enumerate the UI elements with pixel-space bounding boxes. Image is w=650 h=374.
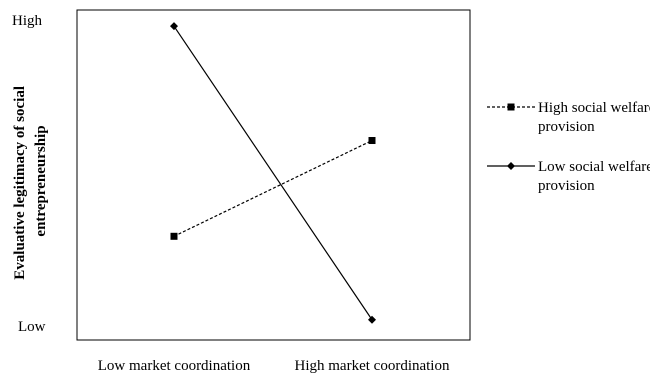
legend-label-low-welfare-line-2: provision xyxy=(538,178,595,194)
legend-label-high-welfare-line-1: High social welfare xyxy=(538,100,650,116)
y-tick-label-high: High xyxy=(12,13,43,29)
data-point-high-welfare-low-market xyxy=(170,232,178,240)
series-line-low-welfare xyxy=(173,25,373,321)
legend-label-low-welfare-line-1: Low social welfare xyxy=(538,159,650,175)
y-tick-label-low: Low xyxy=(18,319,46,335)
legend-item-low-welfare: Low social welfare provision xyxy=(487,159,650,194)
data-point-low-welfare-low-market xyxy=(170,22,178,31)
series-high-welfare xyxy=(170,137,376,240)
x-tick-label-high-market: High market coordination xyxy=(295,358,450,374)
legend-item-high-welfare: High social welfare provision xyxy=(487,100,650,135)
legend-label-low-welfare: Low social welfare provision xyxy=(538,159,650,194)
data-point-low-welfare-high-market xyxy=(368,315,376,324)
legend-label-high-welfare: High social welfare provision xyxy=(538,100,650,135)
data-point-high-welfare-high-market xyxy=(368,137,376,145)
x-tick-label-low-market: Low market coordination xyxy=(98,358,251,374)
series-low-welfare xyxy=(170,22,376,324)
plot-area-frame xyxy=(76,9,471,341)
legend-marker-diamond xyxy=(507,162,515,170)
series-line-high-welfare xyxy=(173,139,373,237)
legend-label-high-welfare-line-2: provision xyxy=(538,119,595,135)
legend-marker-square xyxy=(507,103,515,111)
legend: High social welfare provision Low social… xyxy=(487,100,650,194)
y-axis-label-line-1: Evaluative legitimacy of social xyxy=(12,86,28,280)
y-axis-label-line-2: entrepreneurship xyxy=(33,125,49,236)
y-axis-label: Evaluative legitimacy of social entrepre… xyxy=(12,82,49,279)
